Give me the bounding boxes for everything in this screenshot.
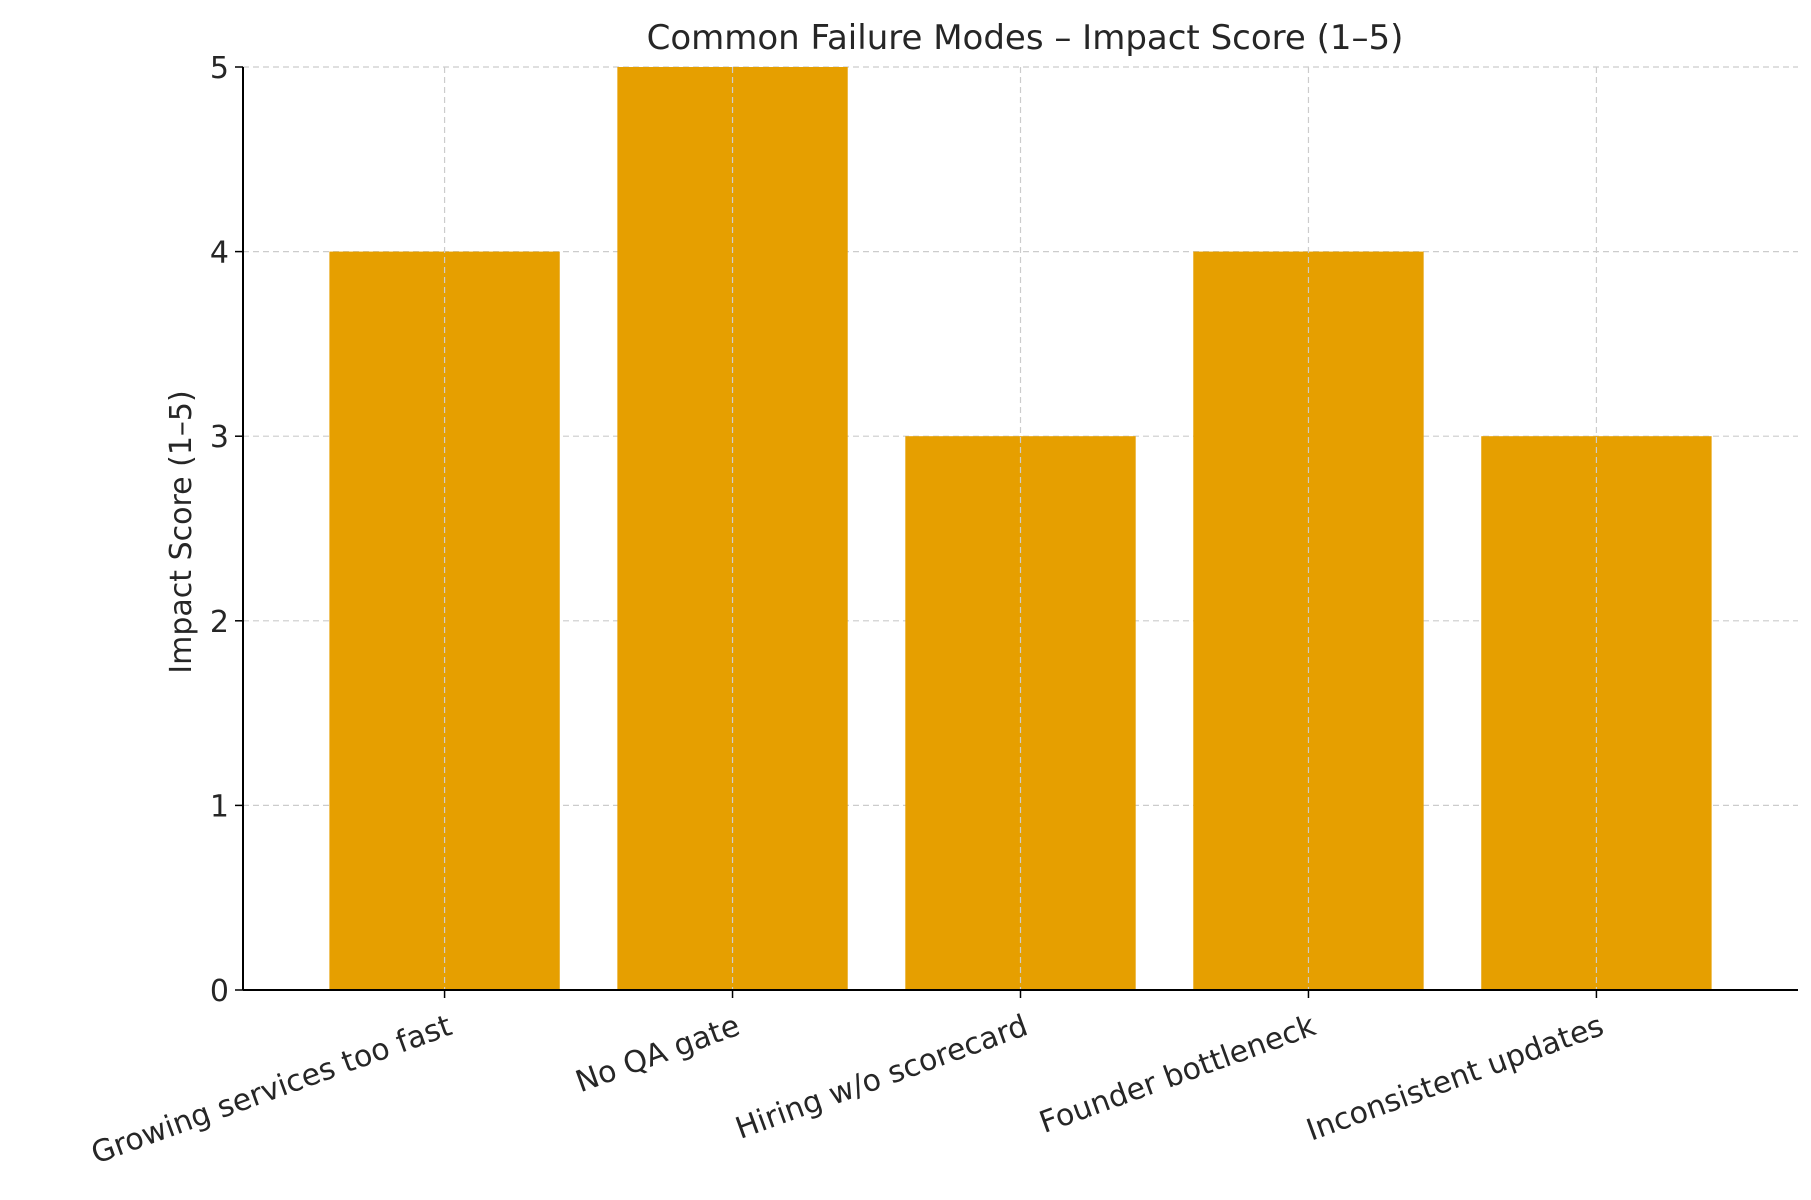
- x-tick-label-1: No QA gate: [571, 1008, 744, 1100]
- y-tick-label-3: 3: [210, 420, 229, 455]
- x-tick-label-2: Hiring w/o scorecard: [731, 1008, 1032, 1146]
- x-tick-label-0: Growing services too fast: [87, 1008, 457, 1171]
- chart-title: Common Failure Modes – Impact Score (1–5…: [647, 18, 1404, 58]
- y-tick-label-4: 4: [210, 236, 229, 271]
- grid-x-layer: [443, 67, 1598, 990]
- y-tick-label-5: 5: [210, 51, 229, 86]
- y-tick-label-0: 0: [210, 974, 229, 1009]
- x-tick-label-3: Founder bottleneck: [1035, 1008, 1321, 1141]
- y-axis-label: Impact Score (1–5): [164, 390, 199, 673]
- y-tick-label-1: 1: [210, 789, 229, 824]
- x-tick-label-4: Inconsistent updates: [1302, 1008, 1608, 1148]
- y-tick-label-2: 2: [210, 605, 229, 640]
